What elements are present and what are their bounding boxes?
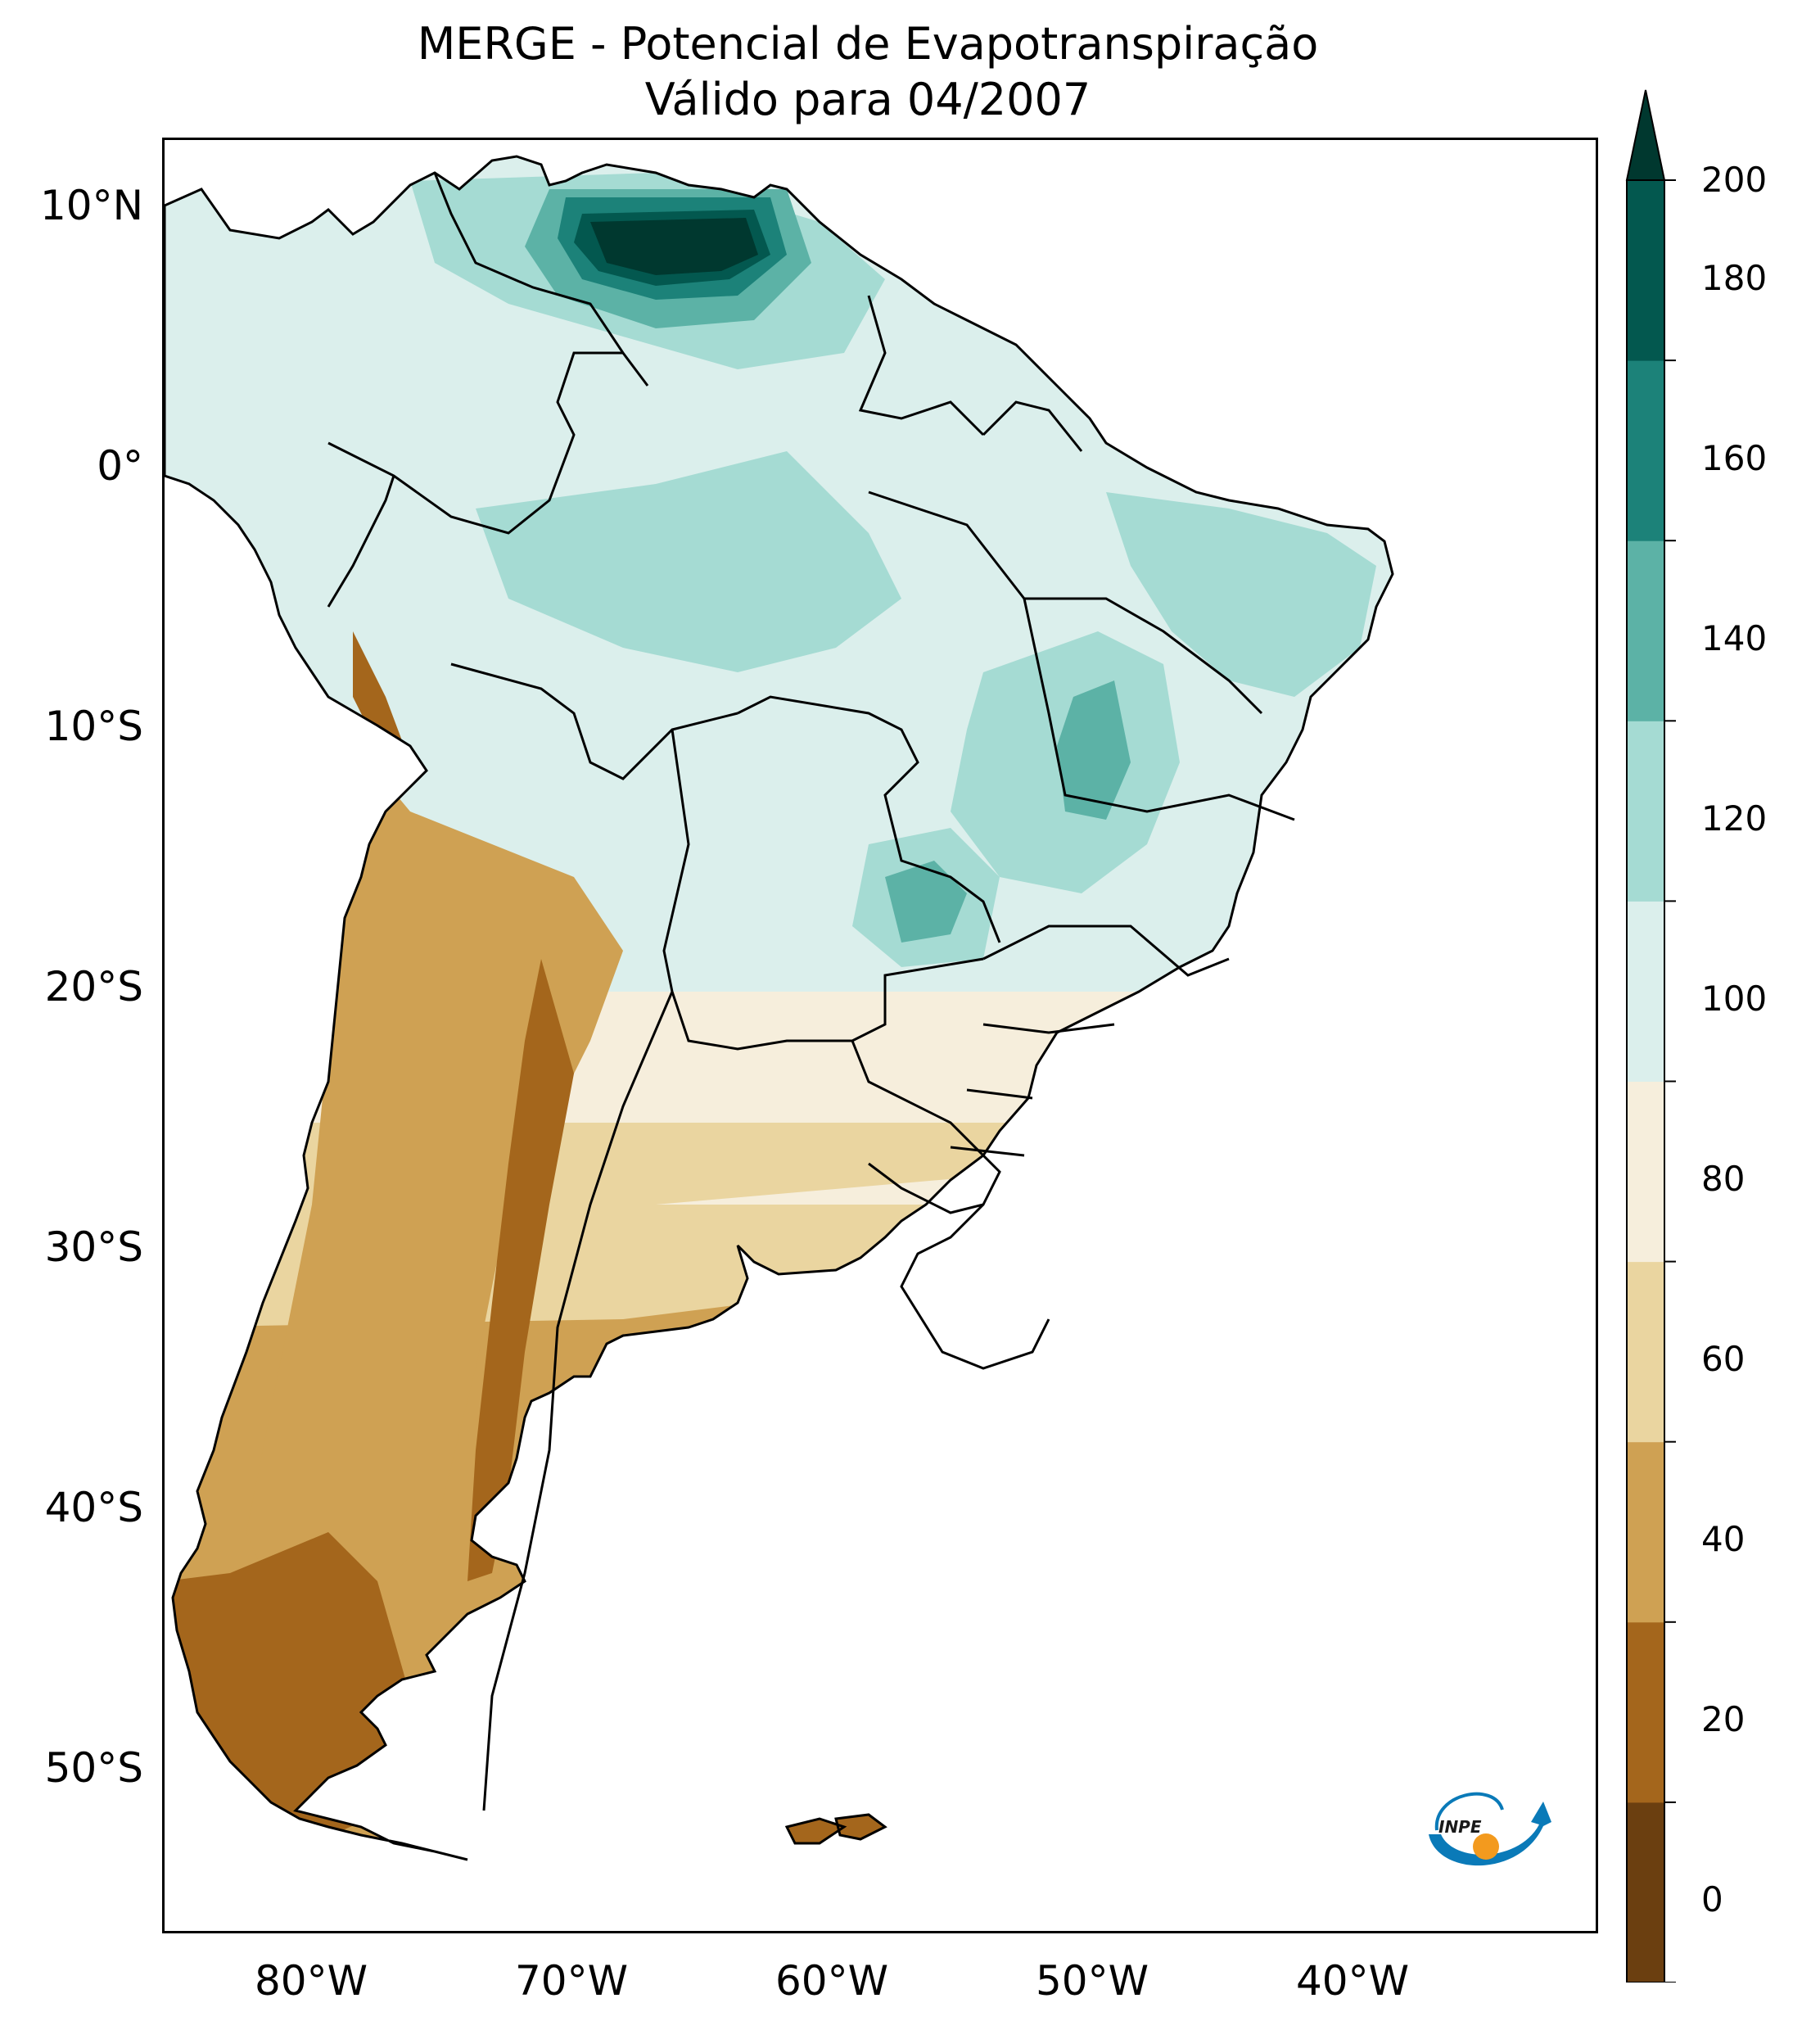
coastline [165, 155, 1394, 1861]
lat-label-30s: 30°S [44, 1223, 143, 1271]
band-20-40-peru [353, 631, 410, 762]
colorbar-extend-arrow [1625, 89, 1666, 181]
border-colombia-brazil-peru [327, 351, 623, 535]
lon-label-50w: 50°W [1035, 1957, 1149, 2005]
colorbar-band-0-20 [1627, 1802, 1664, 1983]
country-borders [327, 172, 1295, 1811]
map-canvas [165, 155, 1394, 1861]
border-brazil-states-center [1023, 598, 1295, 821]
colorbar-band-80-100 [1627, 1081, 1664, 1263]
colorbar-tick-label-60: 60 [1701, 1339, 1745, 1379]
border-bolivia-chile-argentina [671, 957, 984, 1051]
border-brazil-states-north [868, 491, 1263, 715]
colorbar-tick-label-140: 140 [1701, 618, 1768, 658]
colorbar-tick-label-80: 80 [1701, 1159, 1745, 1199]
colorbar-tick-label-120: 120 [1701, 798, 1768, 839]
lat-label-40s: 40°S [44, 1484, 143, 1531]
colorbar-band-100-120 [1627, 901, 1664, 1082]
band-120-140-amazon [476, 451, 901, 672]
map-frame [162, 138, 1598, 1933]
colorbar-tick-label-20: 20 [1701, 1699, 1745, 1739]
colorbar-tick-label-40: 40 [1701, 1519, 1745, 1559]
border-brazil-bolivia [737, 695, 1001, 943]
colorbar-band-160-180 [1627, 360, 1664, 541]
falkland-islands [784, 1813, 887, 1845]
band-120-140-northeast [1106, 492, 1376, 697]
border-chile-argentina [482, 991, 674, 1811]
lat-label-20s: 20°S [44, 963, 143, 1010]
colorbar-band-140-160 [1627, 540, 1664, 721]
land-fill [165, 156, 1393, 1860]
lon-label-60w: 60°W [775, 1957, 889, 2005]
lat-label-0: 0° [97, 442, 143, 490]
colorbar-tick-label-160: 160 [1701, 438, 1768, 478]
inpe-logo-swoosh [1429, 1802, 1551, 1866]
colorbar-band-180-200 [1627, 180, 1664, 361]
band-140-160-tocantins [1057, 680, 1131, 820]
band-above-200-venezuela [590, 218, 758, 275]
lat-label-50s: 50°S [44, 1744, 143, 1792]
inpe-logo: INPE [1429, 1792, 1551, 1866]
inpe-logo-sun [1473, 1833, 1499, 1860]
colorbar-tick-label-100: 100 [1701, 979, 1768, 1019]
border-brazil-states-south [950, 1023, 1115, 1157]
border-paraguay [851, 1040, 1001, 1214]
colorbar [1625, 89, 1676, 1983]
border-argentina-uruguay-brazil [900, 1203, 1050, 1370]
border-brazil-states-southeast [982, 925, 1230, 977]
colorbar-band-60-80 [1627, 1261, 1664, 1443]
colorbar-band-120-140 [1627, 721, 1664, 902]
border-guyana-suriname [858, 295, 985, 436]
colorbar-ticks [1664, 179, 1676, 1983]
border-ecuador-peru [327, 475, 395, 608]
lon-label-70w: 70°W [514, 1957, 629, 2005]
inpe-logo-orbit [1434, 1792, 1504, 1831]
colorbar-tick-label-0: 0 [1701, 1879, 1723, 1919]
map-title-line2: Válido para 04/2007 [644, 74, 1091, 125]
colorbar-bands [1627, 180, 1664, 1983]
band-20-40-andes [467, 959, 574, 1581]
border-bolivia-peru [662, 729, 690, 992]
inpe-logo-text: INPE [1438, 1817, 1482, 1837]
colorbar-band-20-40 [1627, 1621, 1664, 1803]
lat-label-10n: 10°N [39, 182, 143, 229]
colorbar-band-40-60 [1627, 1441, 1664, 1623]
lon-label-40w: 40°W [1295, 1957, 1410, 2005]
colorbar-tick-label-200: 200 [1701, 160, 1768, 200]
border-suriname-french-guiana [982, 400, 1083, 452]
band-20-40 [165, 1532, 410, 1843]
band-140-160-pantanal [885, 861, 967, 943]
colorbar-tick-label-180: 180 [1701, 258, 1768, 298]
lat-label-10s: 10°S [44, 703, 143, 750]
lon-label-80w: 80°W [254, 1957, 368, 2005]
map-title-line1: MERGE - Potencial de Evapotranspiração [417, 18, 1319, 70]
